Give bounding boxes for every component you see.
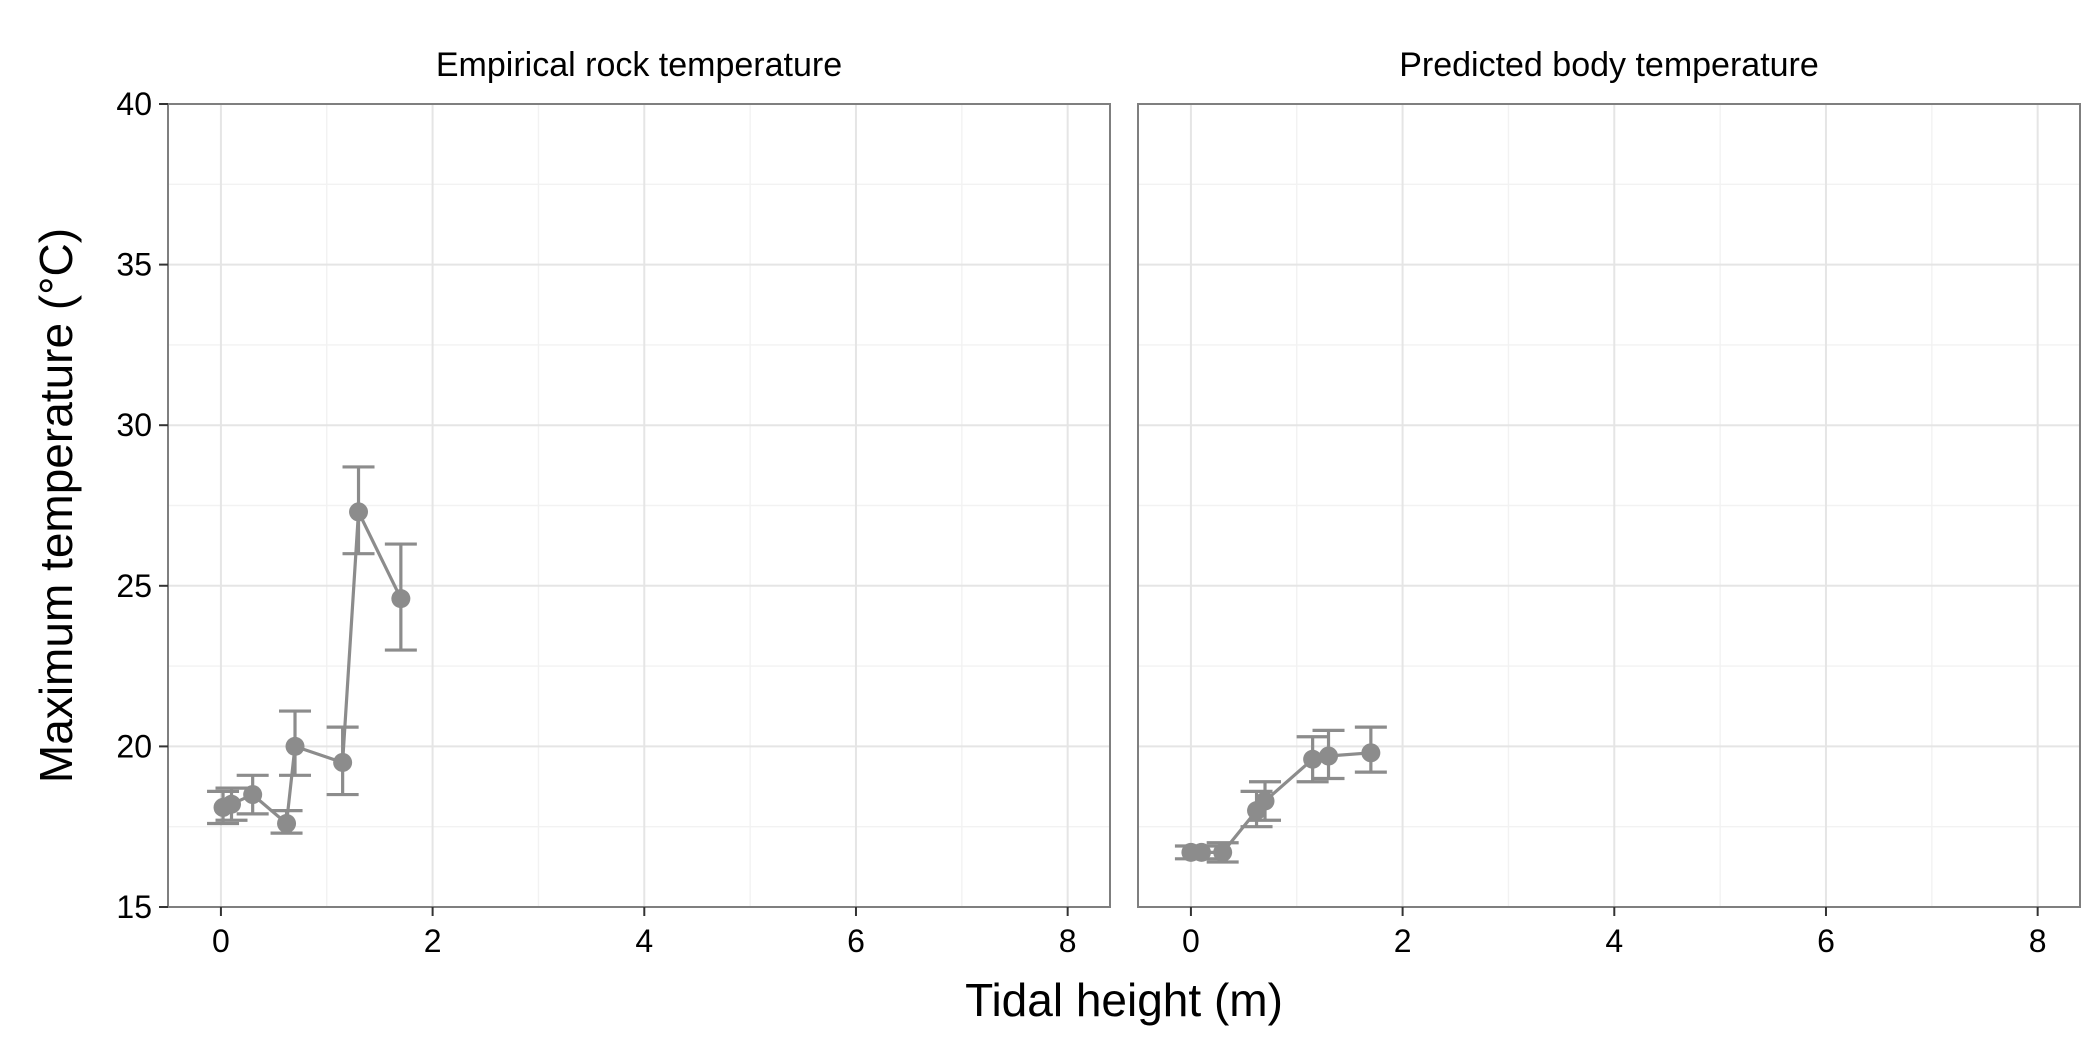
x-tick-label: 8 (1059, 923, 1077, 959)
data-point (333, 752, 353, 772)
panel-title: Predicted body temperature (1399, 46, 1819, 84)
data-point (1255, 791, 1275, 811)
panel-2: Predicted body temperature 0 2 4 6 8 (1137, 46, 2081, 959)
x-tick-label: 6 (847, 923, 865, 959)
y-tick-label: 20 (116, 728, 152, 764)
panel-1: Empirical rock temperature 0 2 4 6 8 15 20 25 30 3… (116, 46, 1111, 959)
data-point (285, 736, 305, 756)
y-tick-label: 40 (116, 86, 152, 122)
data-point (349, 502, 369, 522)
data-point (1303, 749, 1323, 769)
panel-border (167, 103, 1111, 908)
y-tick-label: 25 (116, 568, 152, 604)
data-point (277, 813, 297, 833)
y-tick-label: 15 (116, 889, 152, 925)
data-point (243, 785, 263, 805)
x-tick-label: 0 (1182, 923, 1200, 959)
data-point (1192, 842, 1212, 862)
x-tick-label: 2 (1394, 923, 1412, 959)
y-tick-label: 35 (116, 247, 152, 283)
y-tick-label: 30 (116, 407, 152, 443)
data-point (1361, 743, 1381, 763)
panel-title: Empirical rock temperature (436, 46, 842, 84)
x-tick-label: 8 (2029, 923, 2047, 959)
data-point (1319, 746, 1339, 766)
data-point (1213, 842, 1233, 862)
x-tick-label: 6 (1817, 923, 1835, 959)
panel-border (1137, 103, 2081, 908)
y-axis-title: Maximum temperature (°C) (30, 228, 82, 783)
x-tick-label: 4 (635, 923, 653, 959)
x-tick-label: 2 (424, 923, 442, 959)
data-point (391, 589, 411, 609)
x-axis-title: Tidal height (m) (965, 974, 1283, 1026)
x-tick-label: 0 (212, 923, 230, 959)
x-tick-label: 4 (1605, 923, 1623, 959)
data-point (222, 794, 242, 814)
